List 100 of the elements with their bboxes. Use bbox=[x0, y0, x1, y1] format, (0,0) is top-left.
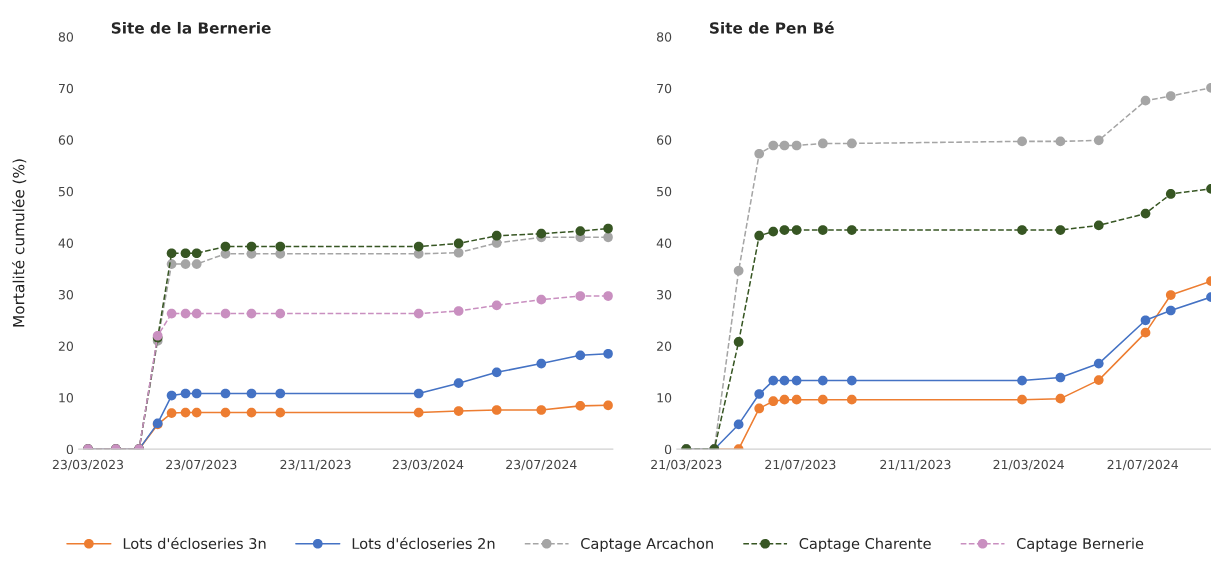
y-tick-label: 80 bbox=[656, 32, 672, 42]
point bbox=[733, 265, 744, 276]
point bbox=[220, 388, 231, 399]
point bbox=[246, 241, 257, 252]
y-axis-title: Mortalité cumulée (%) bbox=[11, 159, 27, 327]
x-tick-label: 21/03/2024 bbox=[993, 459, 1064, 471]
point bbox=[166, 408, 177, 418]
point bbox=[1093, 220, 1104, 231]
point bbox=[1055, 225, 1066, 235]
point bbox=[1093, 375, 1104, 385]
y-tick-label: 50 bbox=[58, 186, 74, 197]
y-tick-label: 20 bbox=[657, 341, 672, 351]
point bbox=[846, 375, 857, 386]
point bbox=[275, 388, 286, 399]
point bbox=[491, 367, 502, 378]
point bbox=[191, 407, 202, 418]
point bbox=[754, 389, 765, 399]
point bbox=[791, 375, 802, 386]
y-tick-label: 30 bbox=[657, 289, 672, 300]
x-tick-label: 23/03/2024 bbox=[392, 459, 464, 471]
point bbox=[791, 225, 802, 235]
point bbox=[275, 407, 286, 418]
point bbox=[733, 337, 744, 347]
y-tick-label: 80 bbox=[58, 32, 74, 42]
point bbox=[817, 394, 828, 405]
point bbox=[180, 308, 191, 319]
y-tick-label: 50 bbox=[657, 186, 672, 197]
point bbox=[453, 247, 464, 258]
point bbox=[1017, 375, 1027, 386]
legend-label: Captage Arcachon bbox=[581, 537, 713, 552]
point bbox=[1017, 136, 1027, 147]
point bbox=[733, 419, 744, 430]
point bbox=[1165, 305, 1176, 316]
point bbox=[779, 394, 790, 405]
y-tick-label: 60 bbox=[58, 135, 74, 145]
point bbox=[1093, 358, 1104, 369]
point bbox=[817, 375, 828, 386]
point bbox=[1055, 136, 1066, 147]
point bbox=[453, 238, 464, 249]
point bbox=[180, 388, 191, 399]
point bbox=[754, 230, 765, 241]
y-tick-label: 20 bbox=[58, 341, 74, 351]
point bbox=[846, 394, 857, 405]
point bbox=[220, 407, 231, 418]
point bbox=[791, 140, 802, 151]
point bbox=[1055, 393, 1066, 404]
point bbox=[768, 396, 779, 407]
point bbox=[1093, 135, 1104, 146]
point bbox=[1140, 208, 1151, 219]
point bbox=[491, 405, 502, 415]
point bbox=[779, 225, 790, 235]
point bbox=[180, 407, 191, 418]
point bbox=[453, 306, 464, 316]
point bbox=[603, 400, 613, 411]
point bbox=[1140, 315, 1151, 326]
point bbox=[603, 291, 613, 301]
y-tick-label: 40 bbox=[656, 238, 672, 248]
point bbox=[536, 405, 547, 415]
point bbox=[1165, 290, 1176, 300]
legend-label: Captage Bernerie bbox=[1016, 537, 1144, 552]
x-tick-label: 21/07/2023 bbox=[765, 459, 836, 471]
y-tick-label: 60 bbox=[657, 135, 672, 145]
point bbox=[1140, 327, 1151, 338]
chart-title: Site de Pen Bé bbox=[710, 21, 834, 34]
point bbox=[491, 300, 502, 311]
point bbox=[453, 406, 464, 416]
point bbox=[191, 248, 202, 259]
point bbox=[166, 308, 177, 319]
point bbox=[768, 375, 779, 386]
point bbox=[1055, 372, 1066, 383]
point bbox=[413, 308, 424, 319]
point bbox=[575, 401, 586, 411]
x-tick-label: 21/03/2023 bbox=[651, 459, 722, 471]
x-tick-label: 23/07/2023 bbox=[166, 459, 237, 471]
point bbox=[603, 232, 613, 243]
y-tick-label: 0 bbox=[664, 444, 672, 455]
point bbox=[275, 308, 286, 319]
point bbox=[453, 378, 464, 389]
y-tick-label: 30 bbox=[58, 289, 74, 300]
point bbox=[791, 394, 802, 405]
x-tick-label: 23/07/2024 bbox=[506, 459, 577, 471]
point bbox=[275, 241, 286, 252]
point bbox=[180, 248, 191, 259]
point bbox=[603, 223, 613, 234]
point bbox=[817, 138, 828, 149]
point bbox=[1165, 189, 1176, 199]
y-tick-label: 70 bbox=[58, 83, 74, 94]
point bbox=[220, 241, 231, 252]
point bbox=[191, 259, 202, 269]
point bbox=[413, 407, 424, 418]
point bbox=[413, 241, 424, 252]
point bbox=[575, 291, 586, 301]
legend-label: Lots d'écloseries 3n bbox=[123, 537, 266, 550]
point bbox=[779, 375, 790, 386]
point bbox=[846, 225, 857, 235]
chart-title: Site de la Bernerie bbox=[111, 21, 271, 34]
x-tick-label: 21/11/2023 bbox=[880, 459, 951, 471]
point bbox=[246, 388, 257, 399]
point bbox=[1140, 95, 1151, 106]
y-tick-label: 40 bbox=[58, 238, 74, 248]
